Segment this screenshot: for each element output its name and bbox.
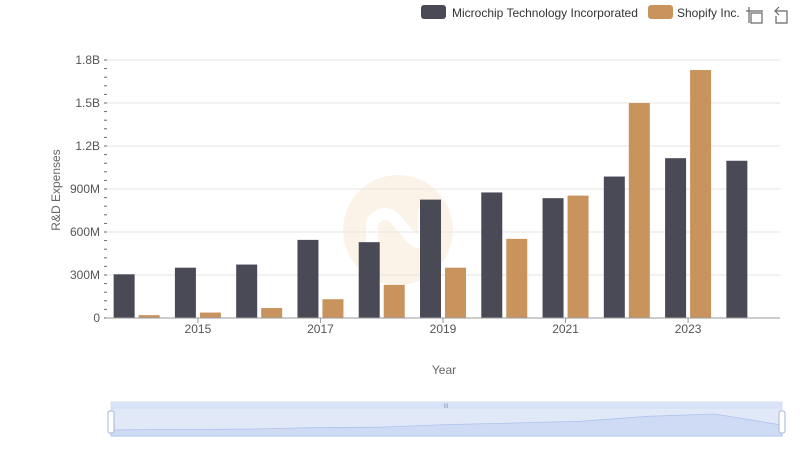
zoom-icon[interactable] bbox=[746, 7, 763, 24]
x-tick-label: 2019 bbox=[430, 322, 457, 336]
x-tick-label: 2017 bbox=[307, 322, 334, 336]
bar-shopify-2018[interactable] bbox=[383, 284, 405, 318]
bars bbox=[113, 70, 748, 319]
bar-microchip-2024[interactable] bbox=[726, 160, 748, 318]
y-tick-label: 600M bbox=[70, 225, 100, 239]
data-zoom-handle-left[interactable] bbox=[107, 410, 115, 434]
y-tick-label: 1.8B bbox=[75, 53, 100, 67]
bar-shopify-2015[interactable] bbox=[199, 312, 221, 318]
y-tick-label: 900M bbox=[70, 182, 100, 196]
legend-item-shopify[interactable]: Shopify Inc. bbox=[648, 5, 740, 20]
y-tick-label: 1.2B bbox=[75, 139, 100, 153]
bar-microchip-2016[interactable] bbox=[236, 264, 258, 318]
x-tick-label: 2023 bbox=[675, 322, 702, 336]
data-zoom-grip[interactable]: III bbox=[443, 404, 448, 410]
bar-shopify-2023[interactable] bbox=[690, 70, 712, 319]
y-tick-label: 1.5B bbox=[75, 96, 100, 110]
bar-shopify-2019[interactable] bbox=[445, 267, 466, 318]
x-tick-label: 2015 bbox=[185, 322, 212, 336]
bar-microchip-2018[interactable] bbox=[358, 242, 380, 318]
bar-microchip-2022[interactable] bbox=[603, 176, 625, 318]
bar-shopify-2014[interactable] bbox=[138, 315, 160, 318]
y-minor-ticks bbox=[104, 59, 107, 319]
legend-label-shopify: Shopify Inc. bbox=[677, 6, 740, 20]
y-axis-title: R&D Expenses bbox=[49, 149, 63, 230]
legend-label-microchip: Microchip Technology Incorporated bbox=[452, 6, 638, 20]
data-zoom-preview bbox=[110, 413, 783, 437]
legend-swatch-shopify bbox=[648, 5, 673, 19]
bar-shopify-2020[interactable] bbox=[506, 238, 528, 318]
bar-microchip-2019[interactable] bbox=[420, 199, 441, 318]
bar-microchip-2014[interactable] bbox=[113, 274, 135, 318]
bar-shopify-2022[interactable] bbox=[628, 103, 650, 318]
x-axis-ticks: 2015 2017 2019 2021 2023 bbox=[185, 318, 702, 336]
y-tick-label: 300M bbox=[70, 268, 100, 282]
bar-microchip-2017[interactable] bbox=[297, 239, 319, 318]
restore-icon[interactable] bbox=[774, 6, 788, 24]
y-axis-ticks: 0 300M 600M 900M 1.2B 1.5B 1.8B bbox=[70, 53, 100, 325]
data-zoom-move-bar[interactable] bbox=[111, 402, 782, 409]
bar-microchip-2023[interactable] bbox=[665, 158, 687, 318]
bar-shopify-2016[interactable] bbox=[261, 307, 283, 318]
bar-microchip-2021[interactable] bbox=[542, 198, 564, 318]
data-zoom-handle-right[interactable] bbox=[778, 410, 786, 434]
legend: Microchip Technology Incorporated Shopif… bbox=[421, 5, 740, 20]
x-axis-title: Year bbox=[432, 363, 456, 377]
data-zoom-slider[interactable]: III bbox=[107, 401, 786, 437]
legend-item-microchip[interactable]: Microchip Technology Incorporated bbox=[421, 5, 638, 20]
legend-swatch-microchip bbox=[421, 5, 446, 19]
x-tick-label: 2021 bbox=[552, 322, 579, 336]
bar-microchip-2020[interactable] bbox=[481, 192, 503, 318]
bar-shopify-2021[interactable] bbox=[567, 195, 589, 318]
bar-microchip-2015[interactable] bbox=[174, 267, 196, 318]
bar-shopify-2017[interactable] bbox=[322, 299, 344, 318]
y-tick-label: 0 bbox=[93, 311, 100, 325]
